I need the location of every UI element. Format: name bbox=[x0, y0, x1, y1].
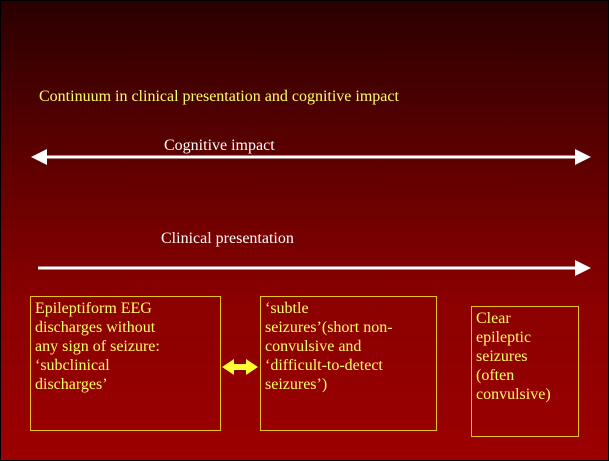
arrow-label: Cognitive impact bbox=[164, 137, 275, 154]
box-line: Epileptiform EEG bbox=[35, 300, 152, 317]
box-line: epileptic bbox=[476, 329, 532, 346]
box-line: discharges’ bbox=[35, 376, 108, 393]
box-line: convulsive) bbox=[476, 386, 551, 403]
cognitive-arrow bbox=[31, 149, 591, 165]
box-line: ‘difficult-to-detect bbox=[265, 357, 383, 374]
box-line: seizures’) bbox=[265, 376, 328, 393]
box-line: seizures bbox=[476, 348, 528, 365]
link-arrow bbox=[222, 359, 258, 375]
clinical-arrow bbox=[38, 260, 591, 276]
arrow-label: Clinical presentation bbox=[161, 230, 294, 247]
box: Epileptiform EEG discharges without any si… bbox=[30, 296, 221, 431]
box: Clear epileptic seizures (often convulsive) bbox=[471, 306, 579, 437]
box-line: convulsive and bbox=[265, 338, 362, 355]
box-line: ‘subclinical bbox=[35, 357, 110, 374]
box-line: seizures’(short non- bbox=[265, 319, 393, 336]
box-line: discharges without bbox=[35, 319, 156, 336]
box-line: (often bbox=[476, 367, 515, 384]
box: ‘subtle seizures’(short non-convulsive an… bbox=[260, 296, 437, 431]
box-line: any sign of seizure: bbox=[35, 338, 160, 355]
slide-title: Continuum in clinical presentation and c… bbox=[39, 88, 399, 105]
box-line: Clear bbox=[476, 310, 511, 327]
box-line: ‘subtle bbox=[265, 300, 309, 317]
